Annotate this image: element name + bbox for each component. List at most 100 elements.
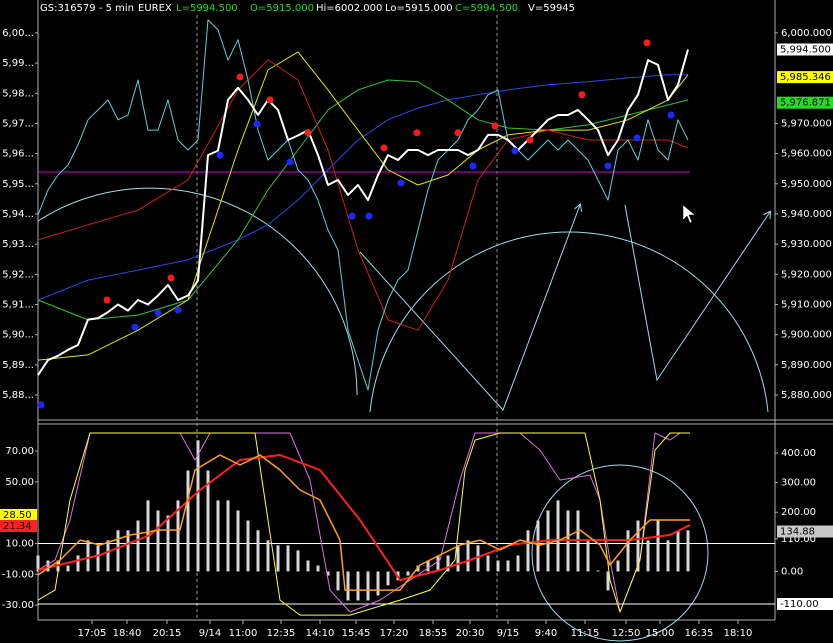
y-tick-label: 200.00: [781, 507, 816, 518]
histogram-bar: [196, 440, 200, 572]
price-marker: [0, 508, 37, 521]
exchange: EUREX: [138, 3, 172, 14]
histogram-bar: [656, 520, 660, 572]
histogram-bar: [646, 540, 650, 572]
y-tick-label: 110.00: [781, 534, 816, 545]
series-line: [37, 79, 689, 321]
x-tick-label: 12:50: [612, 628, 641, 639]
drawn-circle: [531, 464, 709, 642]
x-tick-label: 15:00: [646, 628, 675, 639]
plot-layer: 6,00... 5,99... 5,98... 5,97... 5,96... 5,95.…: [0, 19, 833, 639]
y-tick-label: 6,000.000: [781, 28, 832, 39]
y-tick-label: 5,94...: [2, 209, 34, 220]
price-marker: [777, 525, 833, 538]
y-tick-label: 5,91...: [2, 300, 34, 311]
histogram-bar: [76, 555, 80, 572]
y-tick-label: 5,920.000: [781, 269, 832, 280]
y-tick-label: 5,890.000: [781, 360, 832, 371]
y-tick-label: 5,940.000: [781, 209, 832, 220]
series-line: [37, 432, 690, 616]
series-line: [37, 454, 691, 582]
histogram-bar: [526, 530, 530, 572]
histogram-bar: [536, 520, 540, 572]
symbol: GS:316579 - 5 min: [40, 3, 134, 14]
histogram-bar: [96, 545, 100, 572]
y-tick-label: 5,900.000: [781, 330, 832, 341]
volume: V=59945: [528, 3, 575, 14]
pivot-dot: [154, 309, 162, 317]
price-marker-label: 5,994.500: [780, 44, 831, 55]
histogram-bar: [476, 545, 480, 572]
x-tick-label: 15:45: [342, 628, 371, 639]
y-tick-label: 300.00: [781, 478, 816, 489]
pivot-dot: [667, 111, 675, 119]
drawn-arc: [37, 187, 358, 396]
histogram-bar: [46, 560, 50, 572]
x-tick-label: 9/15: [497, 628, 519, 639]
x-tick-label: 18:10: [724, 628, 753, 639]
x-tick-label: 17:20: [380, 628, 409, 639]
x-tick-label: 16:35: [685, 628, 714, 639]
pivot-dot: [236, 73, 244, 81]
y-tick-label: 5,910.000: [781, 300, 832, 311]
pivot-dot: [103, 296, 111, 304]
pivot-dot: [643, 39, 651, 47]
histogram-bar: [106, 540, 110, 572]
series-line: [37, 19, 689, 391]
pivot-dot: [469, 162, 477, 170]
price-marker-label: 134.88: [780, 527, 815, 538]
x-tick-label: 12:35: [267, 628, 296, 639]
open-price: O=5915.000: [250, 3, 314, 14]
series-line: [37, 454, 690, 591]
histogram-bar: [276, 545, 280, 572]
x-tick-label: 9/14: [199, 628, 221, 639]
pivot-dot: [578, 91, 586, 99]
histogram-bar: [386, 571, 390, 586]
histogram-bar: [306, 560, 310, 572]
histogram-bar: [376, 571, 380, 596]
histogram-bar: [286, 545, 290, 572]
y-tick-label: 5,880.000: [781, 390, 832, 401]
histogram-bar: [636, 520, 640, 572]
price-marker-label: 21.34: [3, 521, 32, 532]
histogram-bar: [136, 520, 140, 572]
x-tick-label: 11:00: [229, 628, 258, 639]
histogram-bar: [176, 500, 180, 572]
x-tick-label: 18:40: [113, 628, 142, 639]
drawn-arc: [369, 231, 769, 413]
pivot-dot: [37, 401, 45, 409]
price-marker: [777, 598, 833, 611]
price-marker-label: 5,985.346: [780, 72, 831, 83]
histogram-bar: [406, 571, 410, 576]
histogram-bar: [326, 571, 330, 576]
histogram-bar: [336, 571, 340, 591]
histogram-bar: [206, 470, 210, 572]
histogram-bar: [666, 540, 670, 572]
y-tick-label: 5,95...: [2, 179, 34, 190]
histogram-bar: [516, 555, 520, 572]
y-tick-label: 5,99...: [2, 58, 34, 69]
y-tick-label: 5,88...: [2, 390, 34, 401]
x-tick-label: 20:15: [153, 628, 182, 639]
price-marker: [777, 71, 833, 84]
y-tick-label: 5,930.000: [781, 239, 832, 250]
histogram-bar: [596, 570, 600, 572]
histogram-bar: [346, 571, 350, 601]
histogram-bar: [296, 550, 300, 572]
histogram-bar: [236, 510, 240, 572]
histogram-bar: [366, 571, 370, 601]
histogram-bar: [166, 515, 170, 572]
histogram-bar: [446, 555, 450, 572]
histogram-bar: [126, 530, 130, 572]
histogram-bar: [226, 500, 230, 572]
histogram-bar: [156, 510, 160, 572]
pivot-dot: [454, 129, 462, 137]
histogram-bar: [186, 470, 190, 572]
pivot-dot: [253, 120, 261, 128]
series-line: [37, 74, 688, 301]
series-line: [37, 59, 689, 331]
histogram-bar: [246, 520, 250, 572]
histogram-bar: [316, 565, 320, 572]
y-tick-label: 0.00: [781, 566, 803, 577]
